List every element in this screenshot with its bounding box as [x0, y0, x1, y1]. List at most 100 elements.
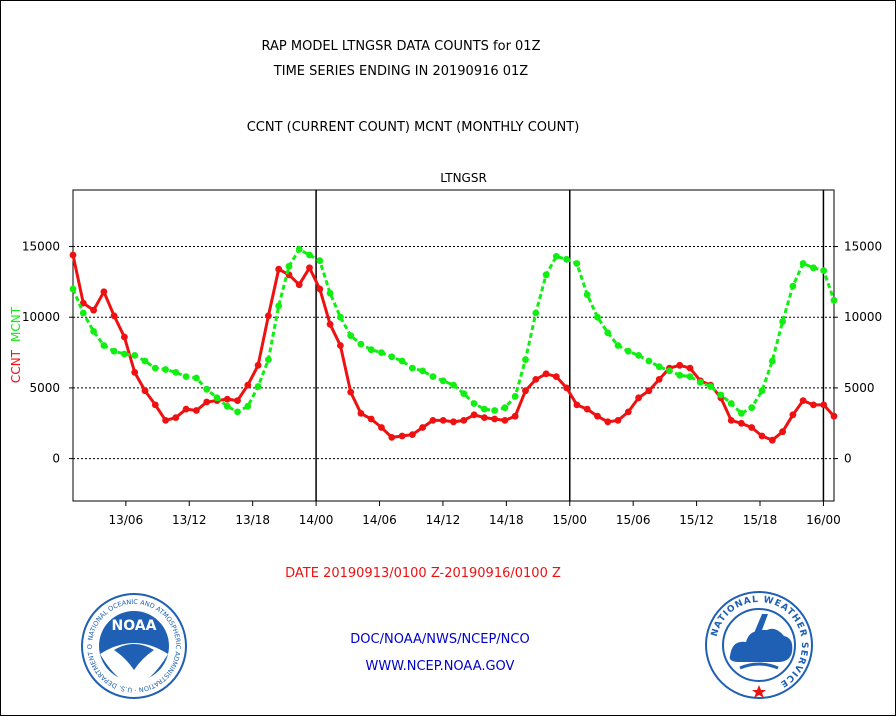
- data-point-ccnt: [79, 299, 87, 307]
- data-point-mcnt: [69, 285, 77, 293]
- data-point-ccnt: [738, 419, 745, 427]
- y-tick-label: 5000: [29, 381, 60, 395]
- y-tick-label-right: 15000: [844, 240, 882, 254]
- noaa-logo-label: NOAA: [112, 618, 157, 634]
- data-point-mcnt: [820, 267, 828, 274]
- header-line-1: RAP MODEL LTNGSR DATA COUNTS for 01Z: [261, 39, 541, 54]
- y-tick-label: 0: [52, 452, 60, 466]
- data-point-mcnt: [223, 402, 231, 410]
- data-point-ccnt: [810, 401, 817, 409]
- data-point-mcnt: [604, 329, 612, 337]
- data-point-ccnt: [676, 361, 684, 369]
- data-point-ccnt: [367, 415, 375, 423]
- data-point-mcnt: [707, 383, 714, 390]
- data-point-ccnt: [326, 320, 334, 328]
- data-point-ccnt: [491, 415, 498, 423]
- x-tick-label: 13/18: [235, 513, 270, 527]
- data-point-mcnt: [326, 289, 334, 297]
- data-point-mcnt: [511, 393, 519, 400]
- data-point-ccnt: [450, 418, 457, 426]
- data-point-ccnt: [100, 288, 108, 296]
- data-point-mcnt: [337, 313, 344, 321]
- data-point-ccnt: [398, 432, 406, 440]
- data-point-ccnt: [779, 428, 786, 436]
- data-point-ccnt: [645, 387, 653, 395]
- data-point-mcnt: [254, 383, 262, 390]
- x-tick-label: 13/12: [172, 513, 207, 527]
- data-point-ccnt: [419, 424, 426, 431]
- data-point-ccnt: [614, 417, 622, 424]
- data-point-ccnt: [203, 398, 211, 406]
- data-point-mcnt: [121, 350, 128, 358]
- data-point-ccnt: [604, 418, 612, 426]
- data-point-mcnt: [758, 387, 766, 395]
- data-point-ccnt: [429, 417, 437, 424]
- data-point-ccnt: [172, 414, 180, 421]
- data-point-ccnt: [295, 281, 303, 289]
- data-point-ccnt: [655, 376, 663, 383]
- data-point-ccnt: [830, 412, 838, 420]
- y-axis-label-mcnt: MCNT: [9, 306, 23, 342]
- chart-title: LTNGSR: [440, 171, 487, 185]
- data-point-mcnt: [768, 357, 776, 365]
- data-point-mcnt: [367, 346, 375, 354]
- data-point-mcnt: [491, 407, 498, 414]
- data-point-ccnt: [182, 405, 190, 413]
- data-point-ccnt: [789, 411, 797, 419]
- data-point-mcnt: [295, 246, 303, 253]
- data-point-mcnt: [624, 347, 632, 355]
- data-point-mcnt: [316, 257, 324, 265]
- data-point-ccnt: [542, 370, 550, 378]
- y-tick-label: 10000: [22, 310, 60, 324]
- data-point-ccnt: [265, 312, 272, 320]
- data-point-mcnt: [645, 357, 653, 365]
- data-point-mcnt: [789, 282, 797, 290]
- data-point-ccnt: [357, 410, 365, 417]
- y-tick-label-right: 0: [844, 452, 852, 466]
- data-point-mcnt: [552, 253, 560, 260]
- y-axis-label: CCNT MCNT: [9, 306, 23, 383]
- data-point-mcnt: [717, 391, 725, 399]
- data-point-ccnt: [347, 388, 355, 396]
- data-point-mcnt: [799, 260, 807, 267]
- data-point-mcnt: [398, 357, 406, 365]
- data-point-ccnt: [388, 434, 396, 441]
- y-tick-label-right: 5000: [844, 381, 875, 395]
- data-point-mcnt: [213, 394, 221, 402]
- data-point-mcnt: [830, 296, 838, 304]
- data-point-ccnt: [141, 387, 149, 395]
- data-point-mcnt: [110, 347, 118, 355]
- x-tick-label: 15/00: [552, 513, 587, 527]
- data-point-mcnt: [162, 366, 170, 373]
- data-point-ccnt: [244, 381, 252, 389]
- data-point-mcnt: [357, 340, 365, 348]
- data-point-ccnt: [481, 414, 488, 421]
- data-point-mcnt: [285, 262, 293, 270]
- data-point-mcnt: [439, 377, 447, 385]
- data-point-mcnt: [182, 373, 190, 380]
- data-point-mcnt: [244, 402, 252, 410]
- x-tick-label: 15/18: [743, 513, 778, 527]
- footer-url[interactable]: WWW.NCEP.NOAA.GOV: [365, 659, 515, 674]
- data-point-ccnt: [522, 387, 529, 395]
- data-point-ccnt: [768, 436, 776, 444]
- data-point-mcnt: [234, 408, 241, 416]
- footer-date-range: DATE 20190913/0100 Z-20190916/0100 Z: [285, 566, 561, 581]
- x-tick-label: 16/00: [806, 513, 841, 527]
- x-tick-label: 15/12: [679, 513, 714, 527]
- data-point-mcnt: [810, 264, 817, 272]
- data-point-mcnt: [388, 353, 396, 361]
- data-point-mcnt: [306, 251, 313, 259]
- data-point-ccnt: [378, 424, 385, 431]
- noaa-logo: NOAA NATIONAL OCEANIC AND ATMOSPHERIC AD…: [80, 592, 187, 699]
- data-point-ccnt: [162, 417, 170, 424]
- y-tick-label-right: 10000: [844, 310, 882, 324]
- data-point-mcnt: [532, 309, 540, 317]
- data-point-ccnt: [583, 405, 591, 413]
- data-point-mcnt: [141, 357, 149, 365]
- data-point-mcnt: [100, 342, 108, 349]
- data-point-mcnt: [429, 373, 437, 380]
- data-point-mcnt: [409, 364, 416, 372]
- data-point-ccnt: [121, 333, 128, 341]
- data-point-mcnt: [378, 349, 385, 356]
